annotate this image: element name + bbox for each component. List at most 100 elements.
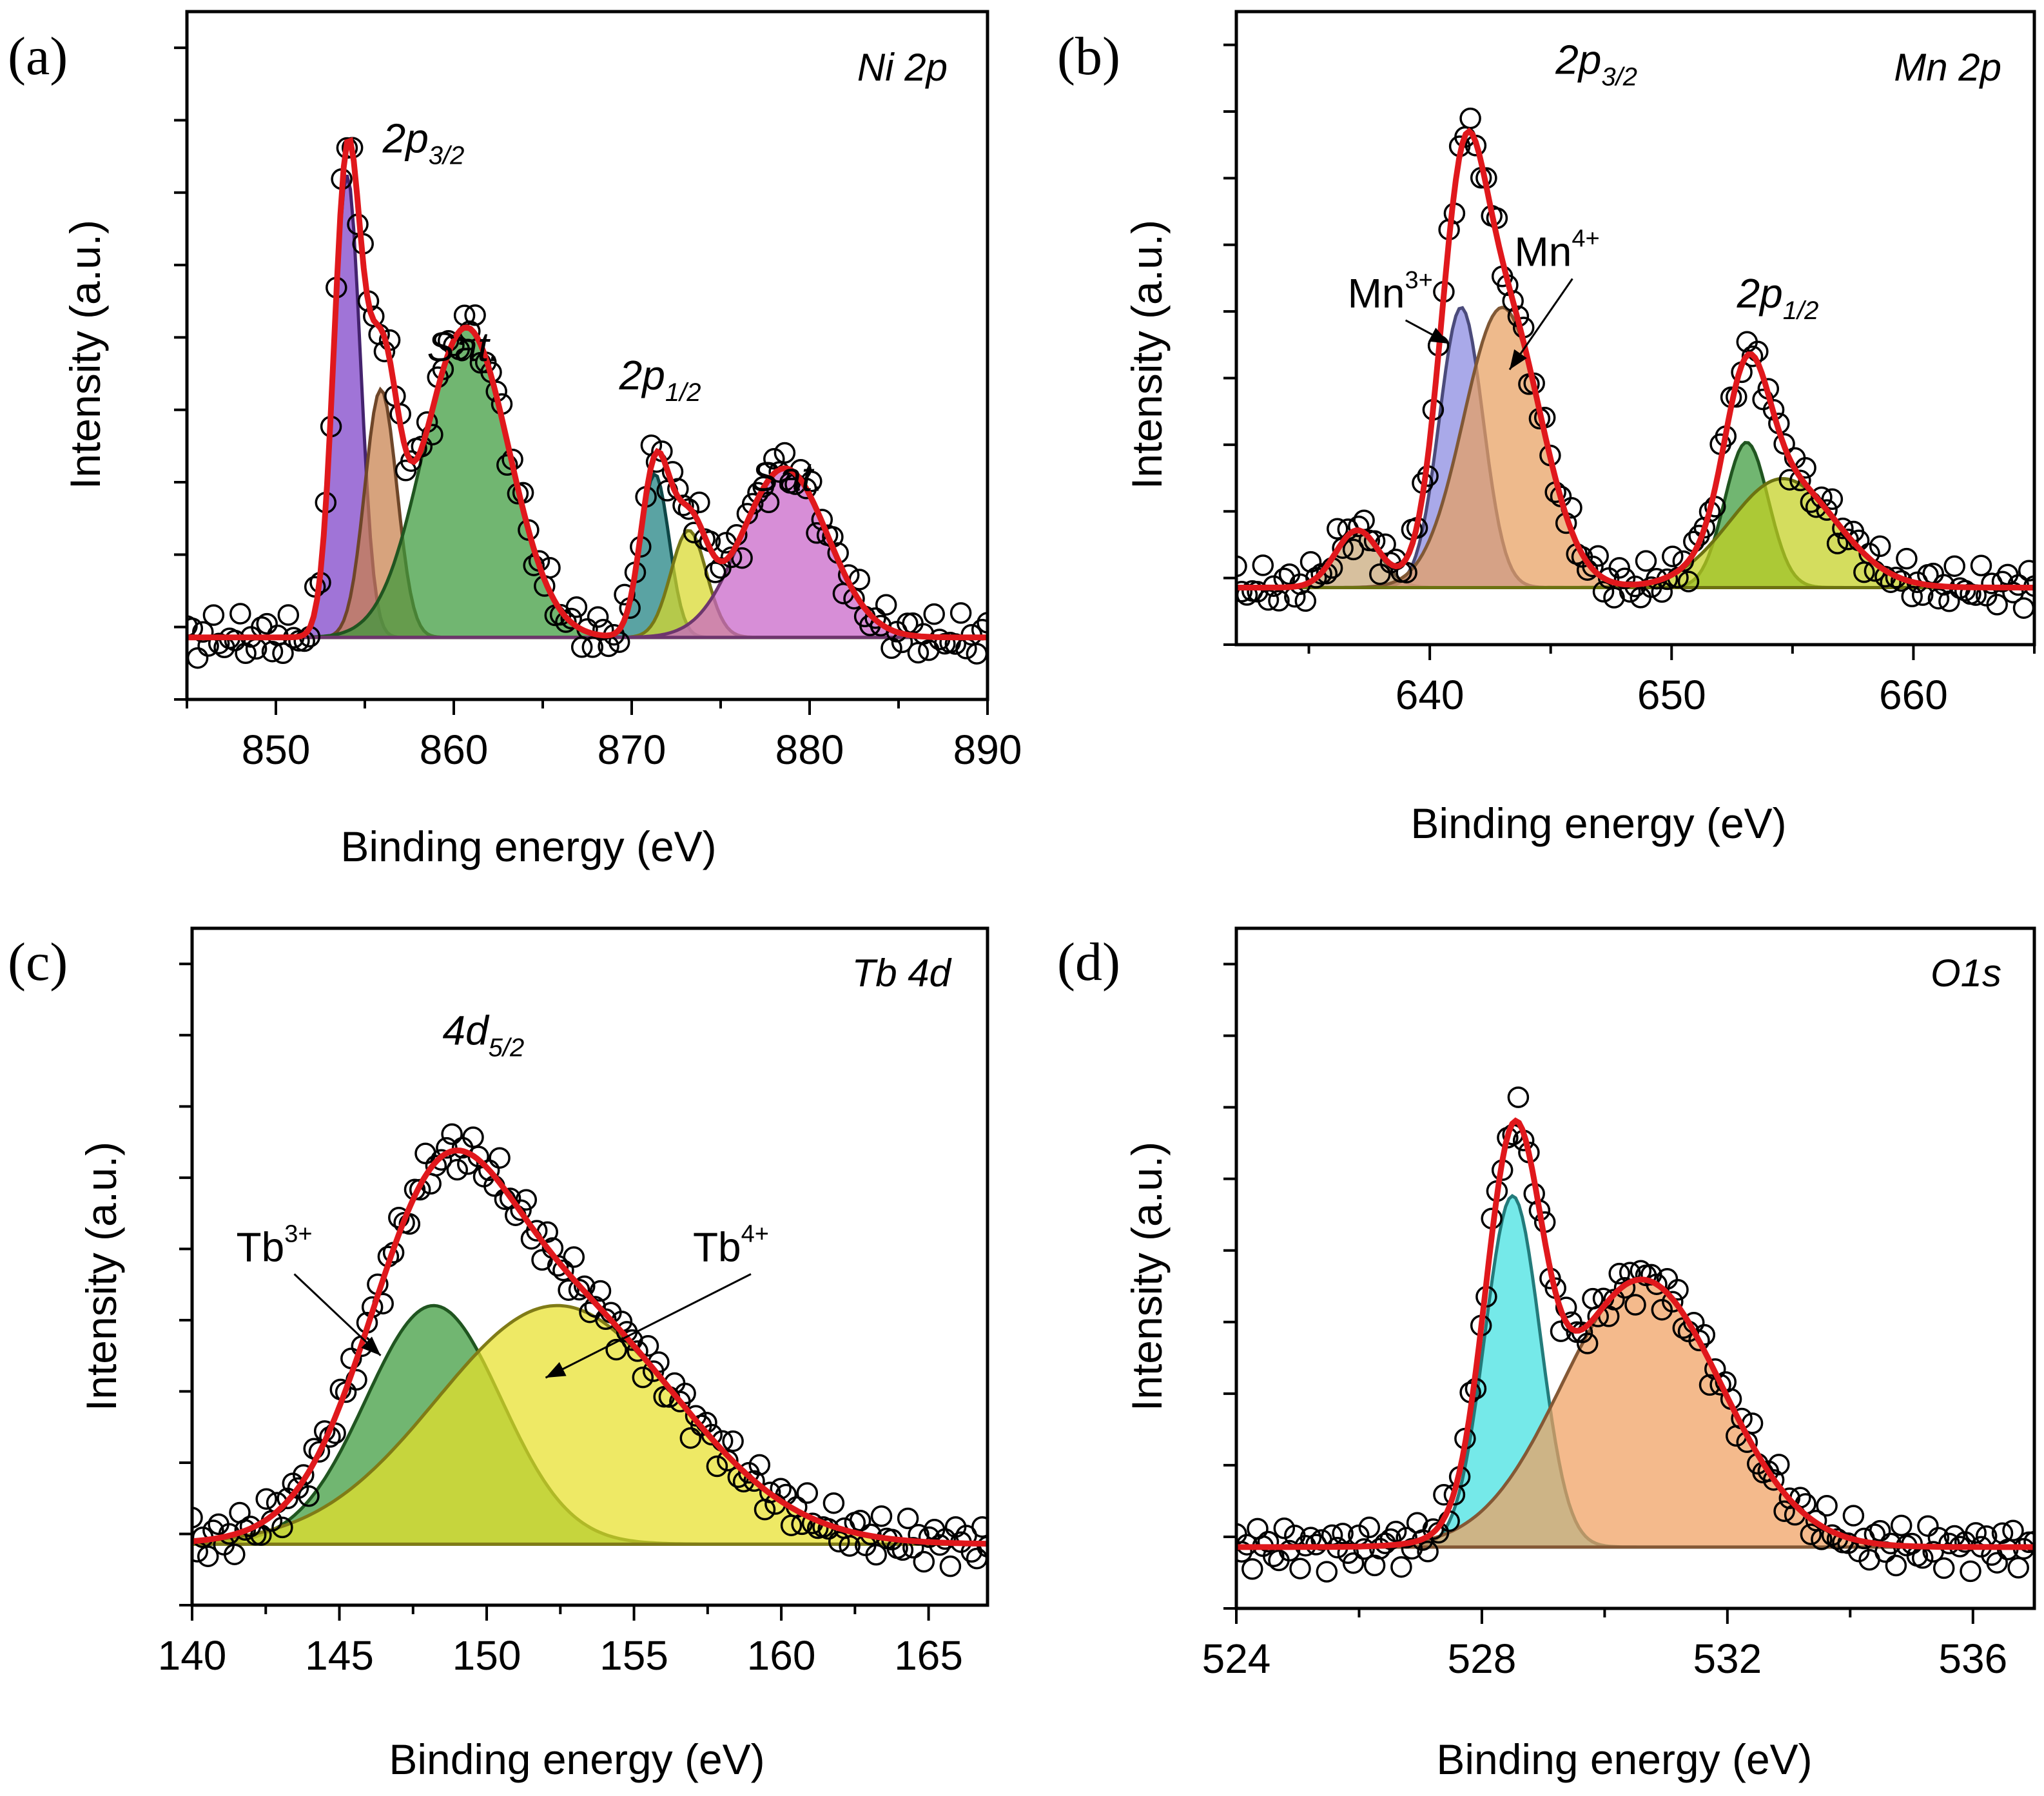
data-point <box>308 1441 331 1463</box>
x-tick-label: 880 <box>775 727 844 773</box>
data-point <box>298 1485 320 1507</box>
data-point <box>1635 550 1657 572</box>
data-point <box>1624 1294 1646 1316</box>
data-point <box>197 1545 219 1567</box>
x-tick-label: 536 <box>1938 1635 2007 1682</box>
data-point <box>192 621 214 643</box>
data-point <box>229 603 251 625</box>
data-point <box>1241 1558 1263 1580</box>
data-point <box>1337 1542 1359 1565</box>
data-point <box>752 476 774 498</box>
annotation-arrowhead <box>1428 327 1450 344</box>
x-tick-label: 660 <box>1879 672 1948 718</box>
data-point <box>774 442 796 464</box>
data-point <box>574 1275 596 1298</box>
data-point <box>1417 1541 1439 1563</box>
data-point <box>822 1492 845 1514</box>
data-point <box>510 1199 532 1222</box>
data-point <box>261 640 284 663</box>
axes-frame-0 <box>185 10 989 701</box>
x-tick-label: 528 <box>1448 1635 1517 1682</box>
data-point <box>795 477 817 500</box>
data-point <box>621 1329 643 1351</box>
annotation-arrow <box>545 1273 752 1379</box>
data-point <box>1943 555 1965 577</box>
data-point <box>1582 555 1604 578</box>
data-point <box>277 604 300 626</box>
data-point <box>594 1308 617 1331</box>
data-point <box>464 304 486 326</box>
data-point <box>1932 1557 1955 1579</box>
data-point <box>1358 1516 1381 1539</box>
x-tick-label: 890 <box>953 727 1022 773</box>
data-point <box>1236 581 1253 603</box>
peak-annotation: Tb3+ <box>237 1220 313 1270</box>
data-point <box>1385 1520 1407 1543</box>
data-point <box>902 1537 924 1559</box>
data-point <box>1348 515 1370 538</box>
data-point <box>1965 1522 1987 1544</box>
data-point <box>1327 518 1348 540</box>
data-point <box>1693 516 1716 539</box>
data-point <box>187 647 209 669</box>
data-point <box>400 450 422 472</box>
peak-annotation: 4d5/2 <box>442 1008 524 1062</box>
data-point <box>1603 587 1625 609</box>
data-point <box>1353 509 1375 531</box>
data-point <box>224 629 246 652</box>
data-point <box>949 602 972 624</box>
plot-area-0 <box>187 137 988 669</box>
data-point <box>1316 1561 1338 1583</box>
data-point <box>971 1516 988 1538</box>
data-point <box>563 1246 585 1268</box>
data-point <box>720 546 743 569</box>
component-peak-0-1 <box>187 386 988 639</box>
data-point <box>235 642 257 665</box>
component-peak-3-1 <box>1236 1278 2034 1549</box>
data-point <box>1869 535 1891 558</box>
panel-b-mn-2p: (b) Mn 2p Binding energy (eV) Intensity … <box>1057 10 2036 847</box>
data-point <box>1273 1518 1296 1539</box>
data-point <box>939 1555 962 1577</box>
data-point <box>1608 1262 1630 1285</box>
data-point <box>923 603 945 625</box>
data-point <box>1762 1469 1785 1491</box>
data-point <box>1672 550 1695 572</box>
panel-letter-a: (a) <box>8 26 68 86</box>
peak-annotation: 2p3/2 <box>1555 37 1637 92</box>
data-point <box>256 612 278 635</box>
data-point <box>1278 1539 1301 1562</box>
data-point <box>796 1482 819 1504</box>
data-point <box>478 1159 500 1182</box>
element-label-mn-2p: Mn 2p <box>1894 46 2001 89</box>
data-point <box>1869 1519 1891 1542</box>
data-point <box>1927 587 1950 610</box>
data-point <box>627 1340 648 1362</box>
data-point <box>677 498 700 520</box>
data-point <box>1826 532 1849 554</box>
plot-area-1 <box>1236 107 2034 619</box>
data-point <box>1960 1560 1981 1583</box>
data-point <box>560 607 582 630</box>
peak-annotation: 2p1/2 <box>619 352 701 407</box>
data-point <box>1816 499 1838 521</box>
y-axis-title-b: Intensity (a.u.) <box>1123 220 1171 489</box>
data-point <box>1305 567 1327 589</box>
data-point <box>1991 1522 2014 1544</box>
data-point <box>688 491 710 514</box>
x-tick-label: 650 <box>1637 672 1706 718</box>
data-point <box>565 596 588 618</box>
data-point <box>1773 1500 1795 1522</box>
fit-envelope-3 <box>1236 1117 2034 1550</box>
peak-annotation: Sat. <box>751 453 824 500</box>
data-point <box>717 1449 739 1472</box>
data-point <box>913 1550 935 1573</box>
x-tick-label: 532 <box>1693 1635 1762 1682</box>
data-point <box>1662 545 1684 567</box>
peak-annotation: Tb4+ <box>693 1220 769 1270</box>
element-label-o1s: O1s <box>1931 952 2001 995</box>
data-point <box>839 1535 861 1557</box>
x-axis-title-c: Binding energy (eV) <box>389 1735 764 1783</box>
data-point <box>1257 1530 1280 1553</box>
data-point <box>897 1507 919 1530</box>
